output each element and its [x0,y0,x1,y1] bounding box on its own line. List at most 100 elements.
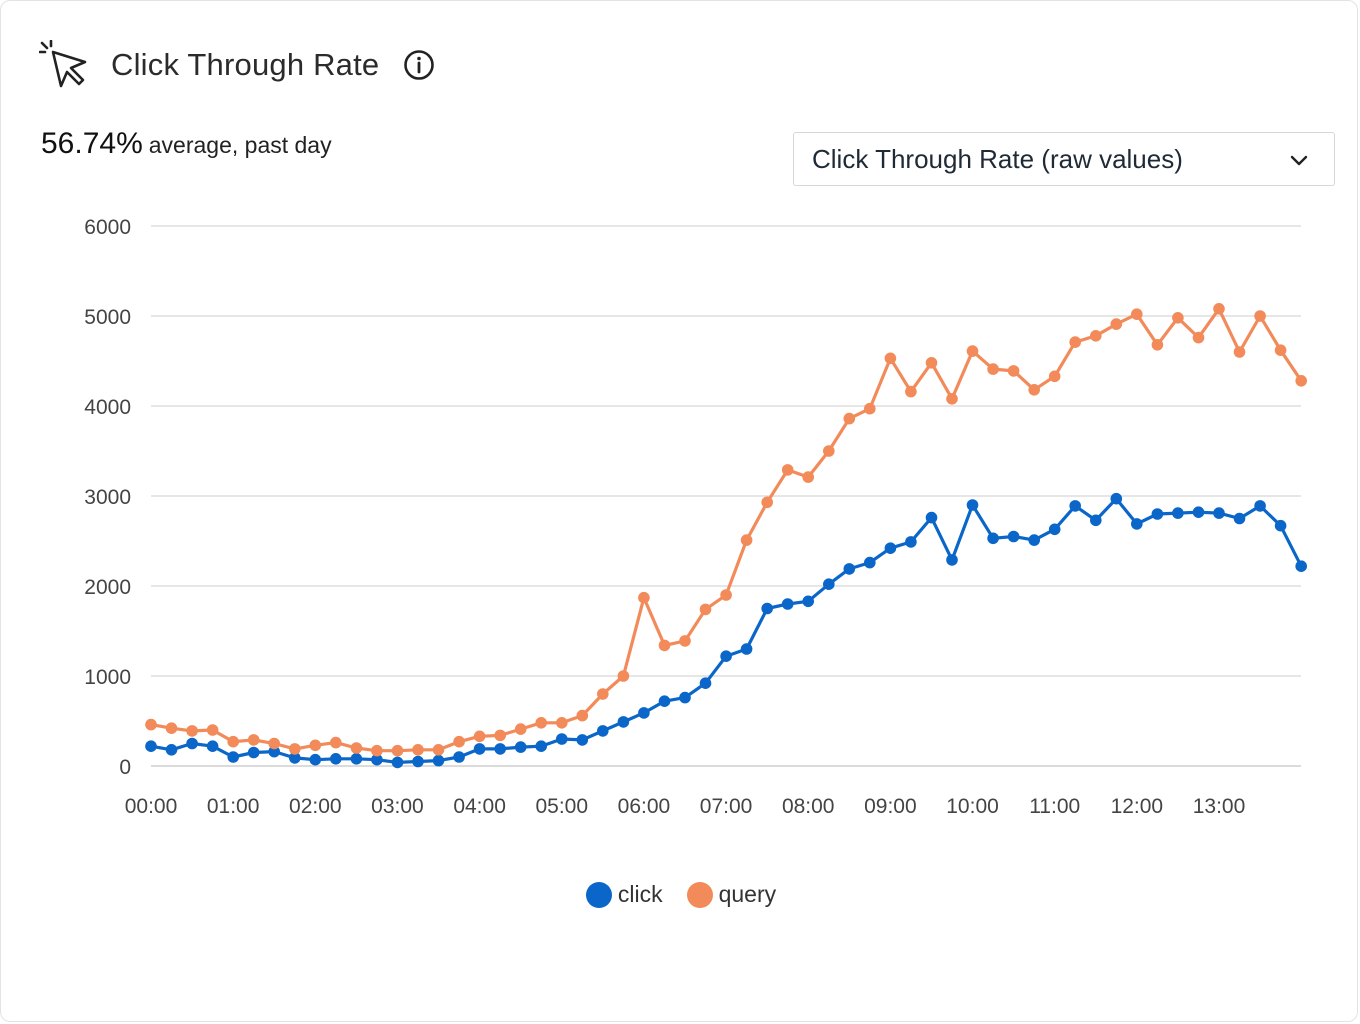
data-point-click [412,755,424,768]
data-point-query [350,742,363,754]
x-tick-label: 06:00 [618,795,671,818]
data-point-query [1295,375,1307,387]
data-point-click [1131,518,1143,530]
data-point-click [227,751,239,763]
info-icon[interactable] [403,49,435,81]
data-point-click [330,753,342,765]
data-point-query [371,744,383,757]
data-point-query [638,591,650,604]
data-point-click [247,746,260,759]
x-tick-label: 10:00 [946,795,999,818]
average-value: 56.74% [41,127,143,160]
data-point-query [720,589,732,601]
data-point-click [1007,530,1020,543]
y-tick-label: 0 [119,756,131,779]
data-point-query [432,744,445,756]
x-tick-label: 13:00 [1193,795,1246,818]
data-point-click [576,734,589,746]
data-point-click [1069,500,1081,512]
data-point-click [535,740,547,752]
data-point-query [453,735,465,748]
data-point-query [1274,344,1287,356]
data-point-query [514,723,527,735]
data-point-click [186,737,198,750]
data-point-query [494,729,507,742]
data-point-click [165,744,178,756]
data-point-click [617,716,630,728]
data-point-query [1069,336,1081,348]
data-point-click [638,707,650,719]
legend-swatch-click [585,881,612,908]
chevron-down-icon [1290,155,1308,166]
data-point-query [699,603,712,616]
data-point-query [966,345,979,357]
data-point-click [371,753,383,766]
x-tick-label: 09:00 [864,795,917,818]
data-point-query [802,471,814,483]
data-point-query [987,363,999,375]
data-point-click [987,532,999,545]
y-tick-label: 2000 [84,576,131,599]
data-point-query [330,736,342,749]
data-point-click [720,650,732,662]
data-point-click [1110,492,1123,505]
data-point-query [1151,339,1164,351]
y-tick-label: 1000 [84,666,131,689]
data-point-query [309,739,322,752]
y-tick-label: 5000 [84,306,131,329]
data-point-click [761,602,773,615]
data-point-click [925,511,938,524]
series-line-click [150,497,1303,765]
data-point-query [186,725,198,737]
data-point-click [1172,507,1184,519]
data-point-click [350,753,363,765]
data-point-click [206,740,219,752]
legend-label-query: query [718,881,777,907]
y-tick-label: 4000 [84,396,131,419]
data-point-click [843,563,856,575]
data-point-query [1213,303,1225,315]
data-point-click [1048,523,1061,536]
data-point-click [1213,507,1225,519]
data-point-click [1274,519,1287,532]
data-point-query [535,717,547,729]
data-point-click [679,691,691,704]
legend-swatch-query [686,881,713,908]
data-point-query [740,534,753,546]
data-point-click [781,598,794,610]
x-tick-label: 01:00 [207,795,260,818]
card-title: Click Through Rate [111,47,380,82]
data-point-query [617,670,630,682]
data-point-click [1090,514,1102,527]
data-point-click [740,643,753,655]
data-point-click [289,752,301,764]
data-point-query [1172,312,1184,324]
data-point-click [309,753,322,766]
data-point-query [473,730,486,743]
x-tick-label: 02:00 [289,795,342,818]
data-point-click [802,595,814,608]
data-point-click [946,554,958,566]
data-point-query [1131,308,1143,320]
data-point-click [494,743,507,755]
x-tick-label: 08:00 [782,795,835,818]
x-tick-label: 05:00 [535,795,588,818]
data-point-query [1233,346,1246,358]
data-point-query [1110,318,1123,330]
cursor-click-icon [39,40,87,88]
data-point-query [679,635,691,647]
data-point-query [1028,384,1040,396]
card-header: Click Through Rate [39,37,435,93]
data-point-click [473,743,486,755]
x-tick-label: 11:00 [1029,795,1080,818]
data-point-query [781,464,794,476]
x-tick-label: 00:00 [125,795,178,818]
metric-select[interactable]: Click Through Rate (raw values) [793,132,1335,186]
data-point-query [412,744,424,756]
legend-item-click[interactable]: click [585,881,663,908]
series-line-query [150,307,1303,753]
data-point-click [1233,512,1246,525]
legend-item-query[interactable]: query [686,881,777,908]
data-point-query [925,357,938,369]
